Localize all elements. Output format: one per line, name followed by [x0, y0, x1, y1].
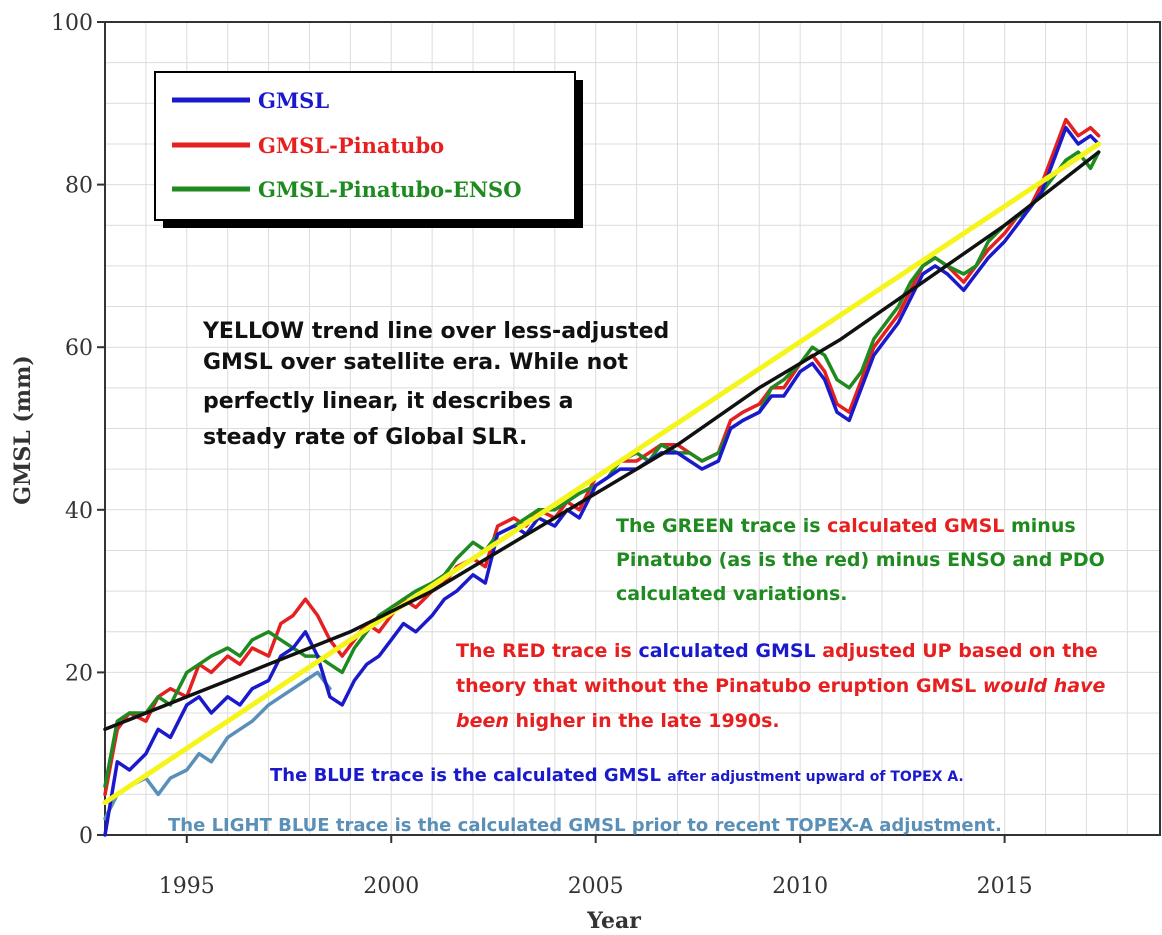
x-axis-label: Year — [586, 908, 641, 934]
series-line-gmsl — [103, 125, 1101, 837]
legend-label-gmsl: GMSL — [258, 88, 329, 113]
annotation-yellow-line-1: YELLOW trend line over less-adjusted — [202, 319, 669, 344]
annotation-red-line-1: The RED trace is calculated GMSL adjuste… — [456, 640, 1098, 662]
y-axis-label: GMSL (mm) — [10, 355, 36, 505]
x-tick-label: 2005 — [568, 874, 624, 899]
annotation-red-line-3: been higher in the late 1990s. — [456, 710, 780, 732]
annotation-red: The RED trace is calculated GMSL adjuste… — [456, 640, 1105, 732]
y-tick-label: 40 — [65, 499, 93, 524]
y-axis: 0 20 40 60 80 100 — [51, 11, 105, 849]
annotation-green-line-1: The GREEN trace is calculated GMSL minus — [616, 515, 1076, 537]
annotation-green: The GREEN trace is calculated GMSL minus… — [616, 515, 1105, 605]
grid — [105, 21, 1160, 836]
annotation-yellow-line-2: GMSL over satellite era. While not — [203, 350, 628, 375]
series-line-yellow — [102, 141, 1102, 805]
x-tick-label: 1995 — [159, 874, 215, 899]
y-tick-label: 0 — [79, 824, 93, 849]
annotation-lightblue: The LIGHT BLUE trace is the calculated G… — [168, 815, 1002, 836]
x-tick-label: 2000 — [363, 874, 419, 899]
annotation-yellow-line-4: steady rate of Global SLR. — [203, 425, 527, 450]
series-layer — [102, 117, 1102, 837]
y-tick-label: 60 — [65, 336, 93, 361]
legend-label-gmsl-pinatubo: GMSL-Pinatubo — [258, 133, 444, 158]
annotation-green-line-2: Pinatubo (as is the red) minus ENSO and … — [616, 549, 1105, 571]
plot-area — [104, 21, 1161, 836]
y-tick-label: 20 — [65, 661, 93, 686]
x-tick-label: 2015 — [977, 874, 1033, 899]
y-tick-label: 80 — [65, 174, 93, 199]
series-line-black — [103, 150, 1101, 732]
y-tick-label: 100 — [51, 11, 93, 36]
series-line-light-blue — [103, 670, 332, 821]
annotation-yellow-line-3: perfectly linear, it describes a — [203, 389, 573, 414]
x-tick-label: 2010 — [772, 874, 828, 899]
annotation-yellow: YELLOW trend line over less-adjusted GMS… — [202, 319, 669, 450]
x-axis: 1995 2000 2005 2010 2015 — [159, 835, 1033, 899]
annotation-blue: The BLUE trace is the calculated GMSL af… — [270, 765, 964, 786]
legend-label-gmsl-pinatubo-enso: GMSL-Pinatubo-ENSO — [258, 177, 522, 202]
legend: GMSL GMSL-Pinatubo GMSL-Pinatubo-ENSO — [154, 71, 583, 228]
annotation-green-line-3: calculated variations. — [616, 583, 848, 605]
annotation-red-line-2: theory that without the Pinatubo eruptio… — [456, 675, 1105, 697]
